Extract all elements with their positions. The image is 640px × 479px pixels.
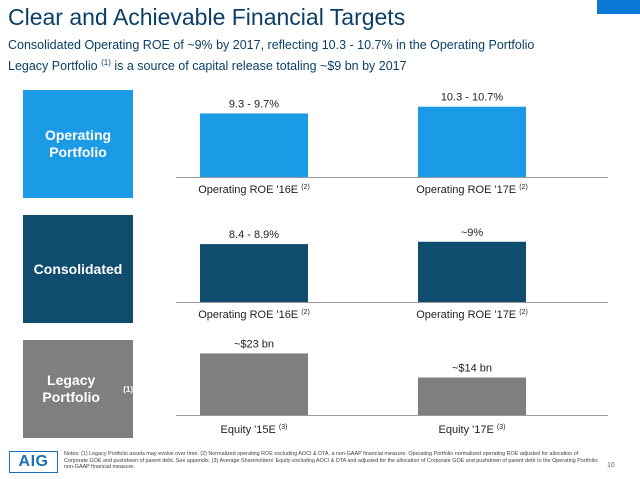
- panel-label-footnote-mark: (1): [123, 384, 133, 394]
- subtitle-line-2: Legacy Portfolio (1) is a source of capi…: [8, 58, 407, 73]
- category-label: Equity '15E (3): [221, 424, 288, 436]
- category-label: Operating ROE '16E (2): [198, 184, 310, 196]
- category-label: Operating ROE '16E (2): [198, 309, 310, 321]
- data-label: 10.3 - 10.7%: [441, 92, 504, 104]
- bar: [418, 377, 526, 415]
- subtitle-line-2-pre: Legacy Portfolio: [8, 59, 98, 74]
- panel-label-text: Consolidated: [33, 260, 123, 277]
- category-label: Operating ROE '17E (2): [416, 309, 528, 321]
- data-label: ~$23 bn: [234, 338, 274, 350]
- data-label: 9.3 - 9.7%: [229, 98, 279, 110]
- subtitle-footnote-mark: (1): [101, 58, 111, 67]
- data-label: ~9%: [461, 227, 484, 239]
- bar: [418, 106, 526, 177]
- bar: [200, 244, 308, 302]
- panel-label-text: Legacy Portfolio: [42, 372, 100, 405]
- page-number: 10: [607, 462, 615, 469]
- subtitle-line-2-post: is a source of capital release totaling …: [110, 59, 407, 74]
- panel-label-legacy: Legacy Portfolio (1): [23, 340, 133, 438]
- subtitle-line-1: Consolidated Operating ROE of ~9% by 201…: [8, 38, 535, 52]
- corner-accent: [597, 0, 640, 14]
- aig-logo: AIG: [9, 451, 58, 473]
- panel-label-consolidated: Consolidated: [23, 215, 133, 323]
- category-label: Equity '17E (3): [439, 424, 506, 436]
- bar: [200, 353, 308, 415]
- panel-label-operating: Operating Portfolio: [23, 90, 133, 198]
- page-title: Clear and Achievable Financial Targets: [8, 4, 406, 30]
- footnotes: Notes: (1) Legacy Portfolio assets may e…: [64, 451, 599, 471]
- data-label: 8.4 - 8.9%: [229, 229, 279, 241]
- panel-label-text: Operating Portfolio: [44, 127, 112, 160]
- category-label: Operating ROE '17E (2): [416, 184, 528, 196]
- data-label: ~$14 bn: [452, 363, 492, 375]
- bar: [418, 241, 526, 302]
- bar: [200, 113, 308, 177]
